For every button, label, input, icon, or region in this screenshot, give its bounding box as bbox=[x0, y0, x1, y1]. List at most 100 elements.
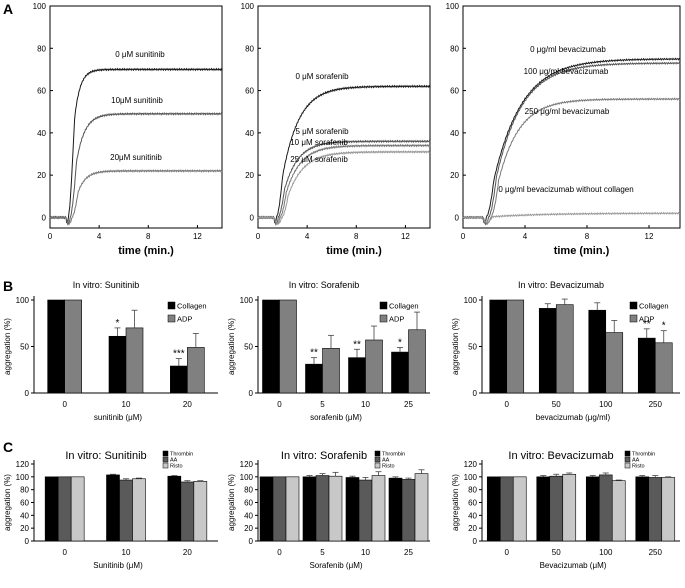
legend-swatch bbox=[379, 301, 388, 310]
y-tick-label: 0 bbox=[473, 537, 478, 546]
legend-label: Thrombin bbox=[382, 452, 405, 458]
bar bbox=[637, 337, 656, 394]
legend-swatch bbox=[624, 450, 631, 457]
y-tick-label: 20 bbox=[244, 524, 253, 533]
plot-frame bbox=[49, 5, 223, 229]
category-label: 10 bbox=[122, 400, 131, 409]
x-axis-label: Sorafenib (μM) bbox=[309, 561, 362, 570]
category-label: 5 bbox=[320, 548, 325, 557]
legend-label: Thrombin bbox=[632, 452, 655, 458]
y-axis-label: aggregation (%) bbox=[451, 474, 460, 531]
y-axis-label: aggregation (%) bbox=[227, 318, 236, 375]
x-tick-label: 4 bbox=[97, 232, 102, 241]
series-label: 0 μg/ml bevacizumab without collagen bbox=[498, 185, 633, 194]
bar bbox=[64, 299, 82, 394]
plot-frame bbox=[462, 5, 681, 229]
bar bbox=[193, 481, 208, 542]
y-tick-label: 0 bbox=[42, 213, 47, 222]
y-axis-label: aggregation (%) bbox=[227, 474, 236, 531]
bar bbox=[180, 481, 195, 542]
legend-label: AA bbox=[170, 458, 178, 464]
y-tick-label: 0 bbox=[25, 389, 30, 398]
y-tick-label: 120 bbox=[16, 460, 30, 469]
category-label: 250 bbox=[649, 548, 663, 557]
category-label: 10 bbox=[361, 548, 370, 557]
y-tick-label: 0 bbox=[249, 537, 254, 546]
y-tick-label: 40 bbox=[244, 511, 253, 520]
y-tick-label: 80 bbox=[450, 44, 459, 53]
bar bbox=[57, 476, 72, 542]
category-label: 5 bbox=[320, 400, 325, 409]
y-tick-label: 100 bbox=[240, 296, 254, 305]
category-label: 0 bbox=[277, 400, 282, 409]
bar bbox=[588, 309, 607, 394]
category-label: 100 bbox=[599, 400, 613, 409]
bar bbox=[512, 476, 527, 542]
bar bbox=[262, 299, 280, 394]
series-label: 250 μg/ml bevacizumab bbox=[525, 107, 610, 116]
legend-label: Collagen bbox=[639, 302, 669, 311]
y-tick-label: 0 bbox=[473, 389, 478, 398]
y-tick-label: 20 bbox=[450, 171, 459, 180]
bar bbox=[661, 477, 676, 542]
legend-label: Collagen bbox=[177, 302, 207, 311]
x-tick-label: 0 bbox=[256, 232, 261, 241]
series-line bbox=[49, 111, 223, 226]
y-tick-label: 0 bbox=[249, 389, 254, 398]
legend-swatch bbox=[624, 456, 631, 463]
category-label: 20 bbox=[183, 400, 192, 409]
y-tick-label: 60 bbox=[468, 499, 477, 508]
bar bbox=[391, 351, 409, 394]
bar bbox=[279, 299, 297, 394]
legend-swatch bbox=[629, 314, 638, 323]
category-label: 0 bbox=[277, 548, 282, 557]
bar bbox=[506, 299, 525, 394]
y-tick-label: 60 bbox=[37, 87, 46, 96]
bar bbox=[187, 347, 205, 394]
bar bbox=[499, 476, 514, 542]
y-tick-label: 20 bbox=[245, 171, 254, 180]
category-label: 0 bbox=[62, 548, 67, 557]
legend-label: AA bbox=[382, 458, 390, 464]
legend-swatch bbox=[379, 314, 388, 323]
bar bbox=[345, 477, 360, 542]
bar bbox=[489, 299, 508, 394]
category-label: 20 bbox=[183, 548, 192, 557]
category-label: 10 bbox=[361, 400, 370, 409]
legend-label: ADP bbox=[177, 315, 192, 324]
y-tick-label: 50 bbox=[468, 343, 477, 352]
legend-label: ADP bbox=[389, 315, 404, 324]
y-tick-label: 100 bbox=[16, 473, 30, 482]
y-tick-label: 100 bbox=[241, 2, 255, 11]
series-label: 0 μM sunitinib bbox=[115, 50, 165, 59]
series-line bbox=[462, 97, 681, 226]
x-axis-label: time (min.) bbox=[554, 245, 610, 257]
category-label: 25 bbox=[404, 548, 413, 557]
bar bbox=[47, 299, 65, 394]
series-label: 5 μM sorafenib bbox=[295, 127, 349, 136]
panel-label-c: C bbox=[3, 439, 13, 455]
legend-swatch bbox=[162, 450, 169, 457]
y-tick-label: 40 bbox=[468, 511, 477, 520]
y-tick-label: 60 bbox=[244, 499, 253, 508]
bar bbox=[132, 478, 146, 542]
x-axis-label: Sunitinib (μM) bbox=[93, 561, 143, 570]
y-tick-label: 60 bbox=[245, 87, 254, 96]
y-tick-label: 50 bbox=[244, 343, 253, 352]
x-axis-label: time (min.) bbox=[118, 245, 174, 257]
bar bbox=[414, 473, 429, 542]
bar bbox=[585, 476, 600, 542]
significance-mark: ** bbox=[310, 348, 318, 359]
x-axis-label: time (min.) bbox=[326, 245, 382, 257]
series-label: 10 μM sorafenib bbox=[290, 138, 348, 147]
bar bbox=[536, 476, 551, 542]
y-tick-label: 100 bbox=[464, 296, 478, 305]
bar bbox=[272, 476, 287, 542]
bar bbox=[358, 479, 373, 542]
legend-swatch bbox=[374, 450, 381, 457]
y-tick-label: 80 bbox=[20, 486, 29, 495]
y-tick-label: 40 bbox=[245, 129, 254, 138]
legend-label: Thrombin bbox=[170, 452, 193, 458]
legend-swatch bbox=[167, 314, 176, 323]
